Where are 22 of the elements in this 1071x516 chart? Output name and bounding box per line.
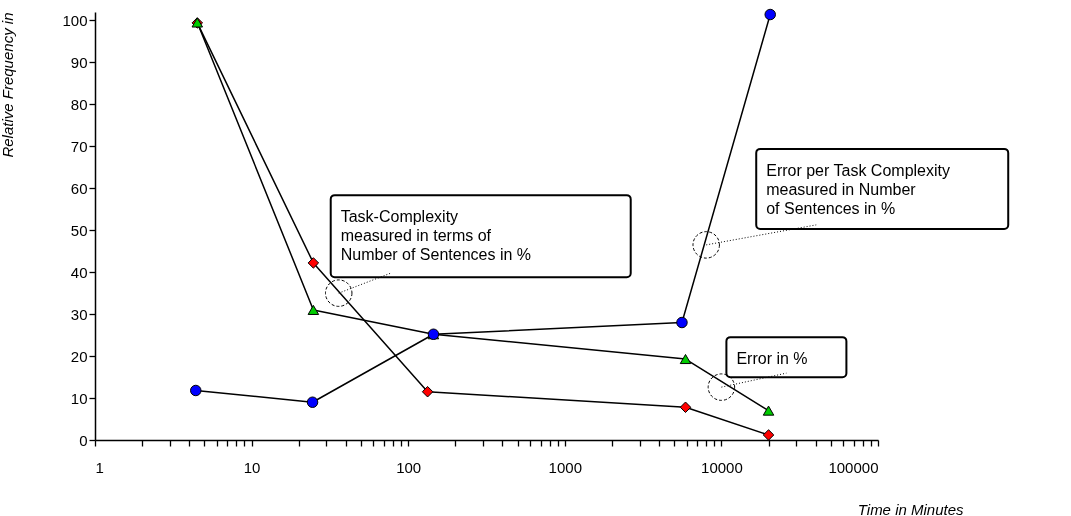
x-axis-title: Time in Minutes: [857, 500, 964, 516]
x-tick-label: 10: [243, 458, 261, 476]
x-tick-label: 100000: [828, 458, 879, 476]
x-tick-label: 100: [396, 458, 422, 476]
annotation: Error per Task Complexity measured in Number of Sentences in %: [766, 161, 950, 217]
x-tick-label: 1000: [548, 458, 582, 476]
annotation: Task-Complexity measured in terms of Number of Sentences in %: [340, 208, 532, 264]
annotation: Error in %: [736, 350, 808, 368]
y-tick-label: 40: [70, 263, 88, 281]
y-tick-label: 10: [70, 389, 88, 407]
y-tick-label: 20: [70, 347, 88, 365]
x-tick-label: 1: [95, 458, 104, 476]
y-tick-label: 90: [70, 53, 88, 71]
y-tick-label: 0: [79, 431, 88, 449]
y-tick-label: 70: [70, 137, 88, 155]
y-tick-label: 60: [70, 179, 88, 197]
y-tick-label: 50: [70, 221, 88, 239]
y-tick-label: 30: [70, 305, 88, 323]
x-tick-label: 10000: [701, 458, 743, 476]
y-axis-title: Relative Frequency in: [0, 12, 16, 158]
y-tick-label: 80: [70, 95, 88, 113]
y-tick-label: 100: [62, 11, 88, 29]
